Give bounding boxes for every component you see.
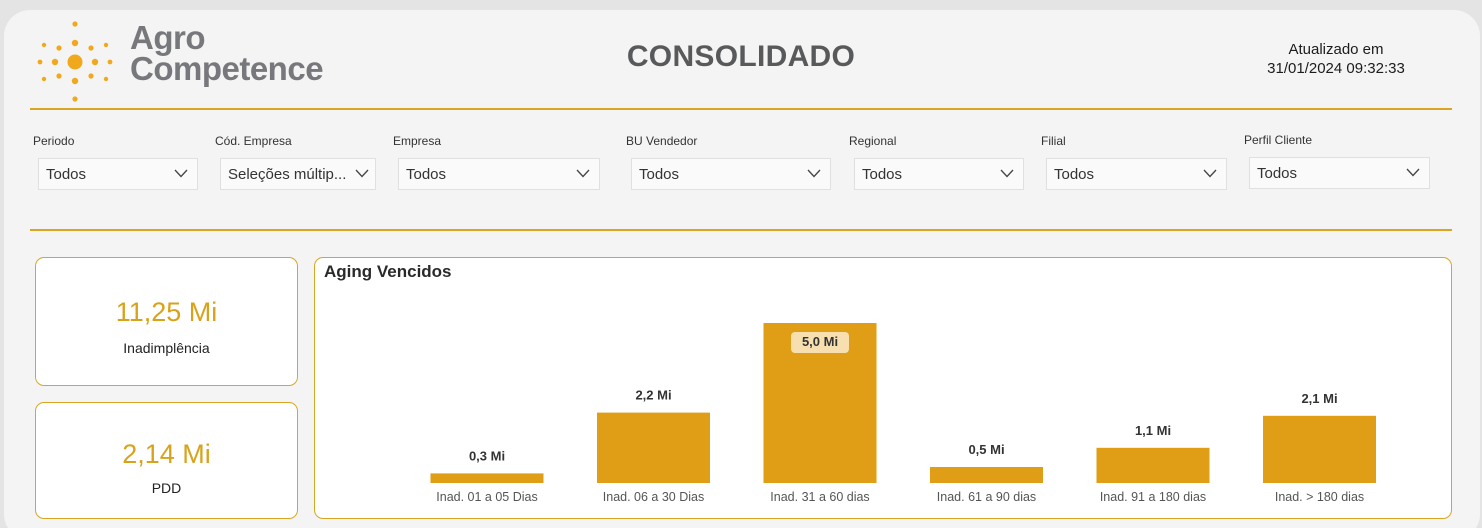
data-label: 0,5 Mi <box>968 442 1004 457</box>
x-tick-label: Inad. 31 a 60 dias <box>770 490 869 504</box>
cod-empresa-dropdown[interactable]: Seleções múltip... <box>220 158 376 190</box>
chevron-down-icon <box>355 169 369 178</box>
filter-periodo: Periodo <box>33 134 74 152</box>
aging-vencidos-chart[interactable]: Aging Vencidos 0,3 Mi Inad. 01 a 05 Dias 2… <box>314 257 1452 519</box>
filters-divider <box>30 229 1452 231</box>
x-tick-label: Inad. 91 a 180 dias <box>1100 490 1206 504</box>
filter-label: Filial <box>1041 134 1066 148</box>
x-tick-label: Inad. 06 a 30 Dias <box>603 490 704 504</box>
filter-label: Cód. Empresa <box>215 134 292 148</box>
updated-label: Atualizado em <box>1288 41 1384 58</box>
x-tick-label: Inad. 61 a 90 dias <box>937 490 1036 504</box>
perfil-cliente-dropdown[interactable]: Todos <box>1249 157 1430 189</box>
data-label: 5,0 Mi <box>802 334 838 349</box>
x-tick-label: Inad. 01 a 05 Dias <box>436 490 537 504</box>
logo-line-1: Agro <box>130 19 206 56</box>
dropdown-value: Seleções múltip... <box>228 166 347 183</box>
data-label: 0,3 Mi <box>469 448 505 463</box>
sunburst-dots-icon <box>37 21 113 102</box>
updated-timestamp: 31/01/2024 09:32:33 <box>1267 60 1405 77</box>
bu-vendedor-dropdown[interactable]: Todos <box>631 158 831 190</box>
filter-perfil-cliente: Perfil Cliente <box>1244 133 1312 151</box>
page-title: CONSOLIDADO <box>626 40 856 73</box>
filter-label: Perfil Cliente <box>1244 133 1313 147</box>
dropdown-value: Todos <box>1054 166 1095 183</box>
kpi-value: 2,14 Mi <box>122 439 211 469</box>
chart-plot: 0,3 Mi Inad. 01 a 05 Dias 2,2 Mi Inad. 06 a… <box>430 323 1376 504</box>
x-tick-label: Inad. > 180 dias <box>1275 490 1364 504</box>
bar[interactable] <box>597 412 710 483</box>
dropdown-value: Todos <box>406 166 447 183</box>
logo-line-2: Competence <box>130 50 324 87</box>
kpi-label: PDD <box>151 480 182 496</box>
company-logo: Agro Competence <box>34 18 334 106</box>
chevron-down-icon <box>1000 169 1014 178</box>
periodo-dropdown[interactable]: Todos <box>38 158 198 190</box>
dropdown-value: Todos <box>862 166 903 183</box>
empresa-dropdown[interactable]: Todos <box>398 158 600 190</box>
chevron-down-icon <box>174 169 188 178</box>
bar[interactable] <box>930 467 1043 483</box>
filter-filial: Filial <box>1041 134 1066 152</box>
chart-title: Aging Vencidos <box>324 262 452 281</box>
filial-dropdown[interactable]: Todos <box>1046 158 1227 190</box>
bar[interactable] <box>430 473 544 483</box>
chevron-down-icon <box>576 169 590 178</box>
chevron-down-icon <box>1406 168 1420 177</box>
filter-regional: Regional <box>849 134 896 152</box>
kpi-label: Inadimplência <box>123 340 210 356</box>
regional-dropdown[interactable]: Todos <box>854 158 1024 190</box>
data-label: 1,1 Mi <box>1135 423 1171 438</box>
filter-label: Periodo <box>33 134 75 148</box>
header-divider <box>30 108 1452 110</box>
chevron-down-icon <box>1203 169 1217 178</box>
data-label: 2,2 Mi <box>635 388 671 403</box>
logo-wordmark: Agro Competence <box>130 19 324 87</box>
kpi-card-inadimplencia[interactable]: 11,25 Mi Inadimplência <box>35 257 298 386</box>
bar[interactable] <box>1263 415 1376 483</box>
dropdown-value: Todos <box>1257 165 1298 182</box>
data-label-background <box>791 332 849 353</box>
dropdown-value: Todos <box>639 166 680 183</box>
bar[interactable] <box>1096 447 1210 483</box>
filter-bu-vendedor: BU Vendedor <box>626 134 697 152</box>
filter-empresa: Empresa <box>393 134 441 152</box>
kpi-card-pdd[interactable]: 2,14 Mi PDD <box>35 402 298 519</box>
filter-label: BU Vendedor <box>626 134 698 148</box>
kpi-value: 11,25 Mi <box>115 297 218 327</box>
filter-cod-empresa: Cód. Empresa <box>215 134 292 152</box>
chevron-down-icon <box>807 169 821 178</box>
filter-label: Regional <box>849 134 897 148</box>
data-label: 2,1 Mi <box>1301 391 1337 406</box>
filter-label: Empresa <box>393 134 442 148</box>
last-updated: Atualizado em 31/01/2024 09:32:33 <box>1246 40 1426 78</box>
dropdown-value: Todos <box>46 166 87 183</box>
